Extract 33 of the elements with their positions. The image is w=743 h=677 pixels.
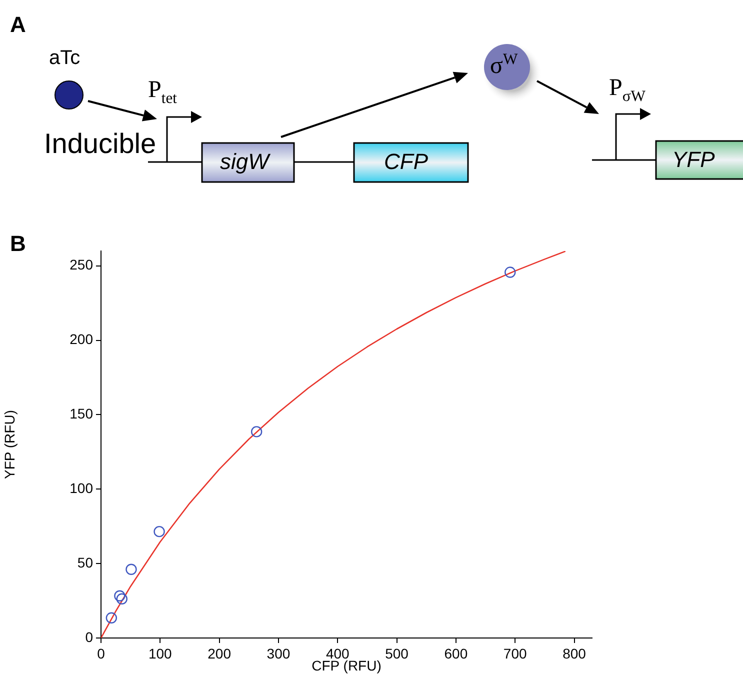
x-tick-label: 500 xyxy=(385,645,409,662)
x-tick-label: 200 xyxy=(208,645,232,662)
y-tick-label: 0 xyxy=(85,628,94,645)
text: sigW xyxy=(220,149,269,174)
x-tick-label: 600 xyxy=(444,645,468,662)
chart-title: B xyxy=(10,231,26,256)
text: CFP xyxy=(384,149,428,174)
y-axis-title: YFP (RFU) xyxy=(1,410,18,479)
text: P$_{tet}$ xyxy=(148,77,177,107)
text: σ$^{W}$ xyxy=(490,51,518,79)
text: aTc xyxy=(49,47,80,69)
y-tick-label: 150 xyxy=(70,406,94,422)
point xyxy=(126,564,137,575)
x-tick-label: 800 xyxy=(562,645,586,662)
x-tick-label: 700 xyxy=(503,645,527,662)
y-tick-label: 250 xyxy=(70,256,94,273)
point xyxy=(116,593,128,604)
x-tick-label: 400 xyxy=(326,645,350,662)
point xyxy=(154,526,165,538)
point xyxy=(114,590,126,602)
text: YFP xyxy=(672,147,715,172)
point xyxy=(504,266,516,278)
point xyxy=(250,426,262,438)
x-tick-label: 100 xyxy=(148,645,172,662)
x-tick-label: 300 xyxy=(266,645,290,662)
y-tick-label: 100 xyxy=(70,480,94,496)
text: Inducible xyxy=(44,128,156,159)
y-tick-label: 200 xyxy=(70,331,94,348)
x-tick-label: 0 xyxy=(97,645,106,662)
point xyxy=(106,612,118,624)
text: A xyxy=(10,12,26,37)
y-tick-label: 50 xyxy=(77,554,94,570)
text: P$_{σW}$ xyxy=(609,75,646,105)
